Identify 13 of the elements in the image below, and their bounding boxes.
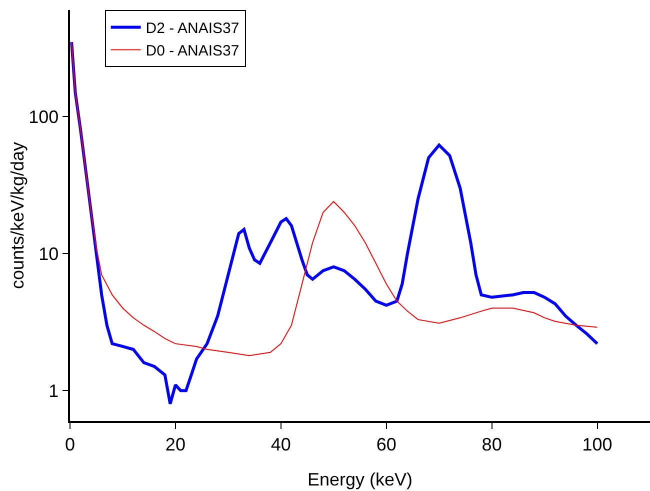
y-tick-label: 100 (28, 106, 59, 127)
x-tick-label: 60 (376, 434, 396, 454)
x-tick-label: 40 (270, 434, 291, 454)
x-tick-label: 100 (582, 434, 612, 454)
x-tick-label: 80 (482, 434, 502, 454)
x-tick-label: 20 (165, 434, 186, 454)
x-tick-label: 0 (64, 434, 76, 454)
y-tick-label: 1 (48, 380, 59, 401)
x-axis-title: Energy (keV) (307, 470, 413, 490)
y-tick-label: 10 (38, 244, 59, 264)
legend-label: D0 - ANAIS37 (146, 42, 240, 60)
legend-label: D2 - ANAIS37 (146, 20, 240, 38)
y-axis-title: counts/keV/kg/day (8, 142, 28, 290)
